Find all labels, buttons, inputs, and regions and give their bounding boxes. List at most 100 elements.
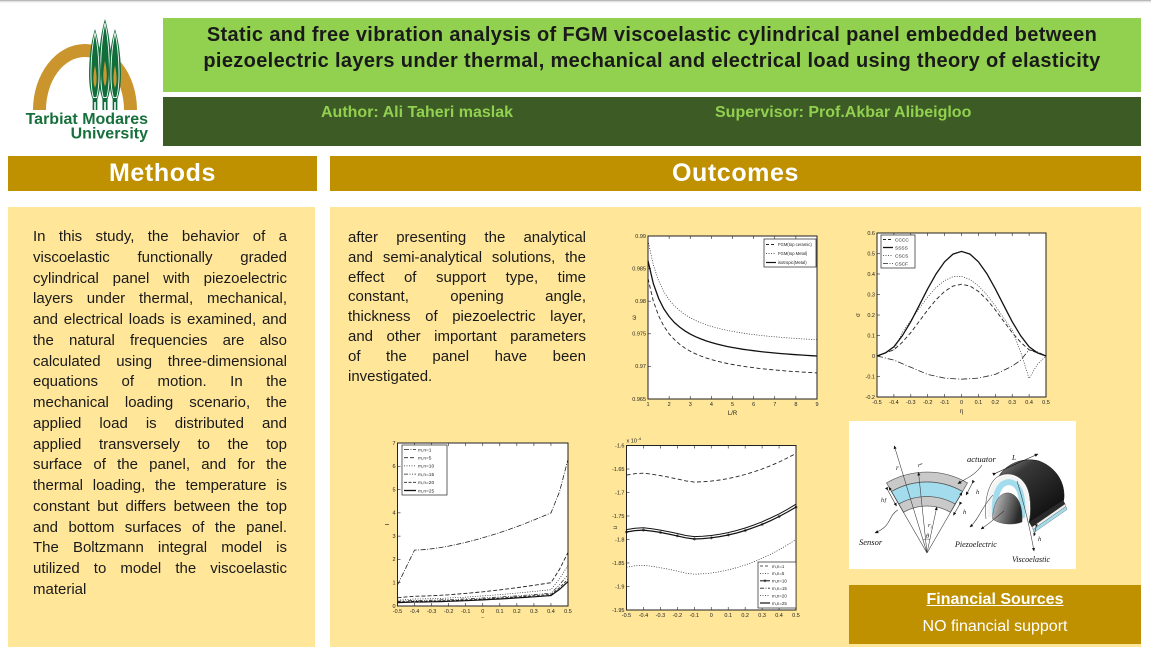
svg-text:6: 6: [752, 402, 755, 408]
svg-text:CCCC: CCCC: [895, 237, 909, 243]
svg-text:-0.4: -0.4: [889, 400, 898, 406]
svg-text:ri: ri: [928, 522, 933, 530]
svg-text:Sensor: Sensor: [859, 537, 883, 547]
svg-text:η: η: [481, 617, 484, 618]
svg-text:-1.7: -1.7: [615, 490, 624, 496]
svg-text:L/R: L/R: [728, 411, 738, 417]
svg-text:0.2: 0.2: [867, 313, 875, 319]
svg-text:0.3: 0.3: [758, 613, 766, 618]
svg-text:m,n=1: m,n=1: [772, 564, 785, 569]
svg-text:2: 2: [668, 402, 671, 408]
svg-text:0.1: 0.1: [496, 609, 504, 615]
svg-text:-0.4: -0.4: [410, 609, 419, 615]
svg-text:7: 7: [773, 402, 776, 408]
svg-text:m,n=25: m,n=25: [772, 601, 787, 606]
svg-text:0.4: 0.4: [547, 609, 555, 615]
svg-text:CSCS: CSCS: [895, 253, 908, 259]
svg-text:x 10: x 10: [627, 439, 637, 445]
svg-text:-0.2: -0.2: [866, 395, 875, 401]
svg-text:0.5: 0.5: [564, 609, 572, 615]
svg-text:-0.1: -0.1: [940, 400, 949, 406]
svg-text:σ: σ: [856, 313, 862, 317]
svg-text:0.4: 0.4: [867, 272, 875, 278]
svg-text:3: 3: [689, 402, 692, 408]
svg-text:-1.6: -1.6: [615, 443, 624, 449]
svg-text:SSSS: SSSS: [895, 245, 908, 251]
svg-text:0.965: 0.965: [632, 397, 646, 403]
svg-text:0.1: 0.1: [867, 333, 875, 339]
svg-text:hƒ: hƒ: [881, 498, 887, 504]
svg-text:3: 3: [392, 534, 395, 540]
svg-text:Tarbiat Modares: Tarbiat Modares: [26, 111, 149, 128]
svg-text:Piezoelectric: Piezoelectric: [954, 540, 997, 549]
svg-text:h: h: [1038, 536, 1041, 543]
svg-text:m,n=5: m,n=5: [772, 571, 785, 576]
svg-text:-0.5: -0.5: [622, 613, 631, 618]
svg-text:m,n=15: m,n=15: [772, 586, 787, 591]
svg-text:2: 2: [392, 557, 395, 563]
svg-text:0.2: 0.2: [741, 613, 749, 618]
svg-text:1: 1: [646, 402, 649, 408]
svg-text:5: 5: [392, 487, 395, 493]
svg-text:re: re: [918, 461, 923, 469]
svg-text:m,n=10: m,n=10: [772, 579, 787, 584]
svg-text:-1.85: -1.85: [612, 561, 625, 567]
svg-text:-1.95: -1.95: [612, 608, 625, 614]
svg-text:0.98: 0.98: [635, 299, 646, 305]
svg-text:m,n=10: m,n=10: [418, 464, 434, 470]
svg-text:0: 0: [710, 613, 713, 618]
svg-text:9: 9: [815, 402, 818, 408]
svg-text:7: 7: [392, 441, 395, 447]
svg-text:FGM(top ceramic): FGM(top ceramic): [778, 242, 812, 247]
svg-text:ω: ω: [632, 315, 638, 320]
svg-text:6: 6: [392, 464, 395, 470]
svg-text:FGM(top Metal): FGM(top Metal): [778, 251, 808, 256]
svg-text:4: 4: [392, 511, 395, 517]
svg-text:CSCF: CSCF: [895, 261, 908, 267]
svg-text:University: University: [71, 126, 148, 143]
svg-text:1: 1: [392, 581, 395, 587]
svg-text:0.1: 0.1: [975, 400, 983, 406]
svg-text:m,n=25: m,n=25: [418, 488, 434, 494]
svg-text:0.3: 0.3: [867, 292, 875, 298]
svg-text:r: r: [896, 464, 899, 472]
svg-text:L: L: [1011, 453, 1016, 462]
svg-text:0: 0: [481, 609, 484, 615]
svg-text:m,n=20: m,n=20: [772, 593, 787, 598]
svg-text:0.6: 0.6: [867, 231, 875, 237]
svg-text:0.4: 0.4: [775, 613, 783, 618]
svg-text:-1.65: -1.65: [612, 467, 625, 473]
svg-text:-1.9: -1.9: [615, 584, 624, 590]
svg-text:0.1: 0.1: [724, 613, 732, 618]
svg-text:-0.1: -0.1: [866, 374, 875, 380]
svg-text:0.97: 0.97: [635, 364, 646, 370]
svg-text:isotropic(Metal): isotropic(Metal): [778, 260, 807, 265]
svg-text:m,n=5: m,n=5: [418, 456, 432, 462]
svg-text:0: 0: [960, 400, 963, 406]
svg-text:-0.2: -0.2: [673, 613, 682, 618]
svg-text:η: η: [960, 409, 963, 415]
svg-text:8: 8: [794, 402, 797, 408]
svg-text:m,n=1: m,n=1: [418, 447, 432, 453]
svg-text:-0.3: -0.3: [906, 400, 915, 406]
svg-text:T: T: [385, 522, 391, 526]
svg-text:0.985: 0.985: [632, 266, 646, 272]
svg-text:u: u: [613, 526, 619, 529]
svg-text:0: 0: [872, 354, 875, 360]
svg-text:θ: θ: [926, 533, 930, 540]
svg-text:0.99: 0.99: [635, 234, 646, 240]
svg-text:0.975: 0.975: [632, 332, 646, 338]
svg-text:-0.3: -0.3: [427, 609, 436, 615]
svg-text:0.5: 0.5: [1042, 400, 1050, 406]
svg-text:-1.8: -1.8: [615, 537, 624, 543]
svg-text:0.2: 0.2: [991, 400, 999, 406]
svg-text:Viscoelastic: Viscoelastic: [1012, 555, 1051, 564]
svg-text:-0.2: -0.2: [444, 609, 453, 615]
svg-text:h: h: [963, 509, 966, 516]
svg-text:-0.2: -0.2: [923, 400, 932, 406]
svg-text:0.5: 0.5: [792, 613, 800, 618]
svg-text:0.2: 0.2: [513, 609, 521, 615]
svg-text:-4: -4: [638, 436, 642, 441]
svg-text:-0.4: -0.4: [639, 613, 648, 618]
svg-text:0.5: 0.5: [867, 251, 875, 257]
